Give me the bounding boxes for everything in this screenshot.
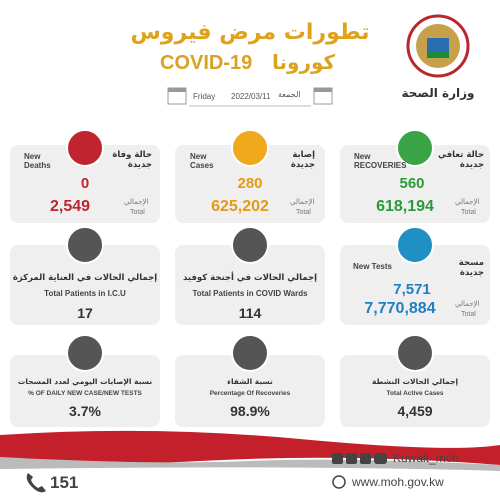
label-en: Total Active Cases <box>386 390 444 397</box>
emblem <box>406 14 470 78</box>
total-label-ar: الإجمالي <box>455 198 480 206</box>
total-label-ar: الإجمالي <box>290 198 315 206</box>
value: 3.7% <box>69 403 101 419</box>
icon-tests <box>396 226 434 264</box>
label-ar: إصابة جديدة <box>290 150 315 170</box>
subtitle-ar: كورونا <box>272 50 336 74</box>
total: 7,770,884 <box>364 300 436 317</box>
label-en: New RECOVERIES <box>354 152 407 170</box>
hotline: 151 <box>50 473 79 492</box>
value: 560 <box>399 175 425 192</box>
value: 98.9% <box>230 403 270 419</box>
label-ar: إجمالي الحالات النشطة <box>371 377 459 386</box>
subtitle-en: COVID-19 <box>160 52 253 74</box>
value: 114 <box>238 305 262 321</box>
icon-icu <box>66 226 104 264</box>
label-ar: مسحة جديدة <box>458 258 484 278</box>
footer-wave <box>0 430 500 493</box>
day-ar: الجمعة <box>278 90 301 99</box>
value: 17 <box>77 305 93 321</box>
day-en: Friday <box>193 92 216 101</box>
label-ar: حالة تعافي جديدة <box>438 150 484 170</box>
label-ar: نسبة الشفاء <box>227 377 273 386</box>
handle: Kuwait_moh <box>393 451 460 465</box>
value: 4,459 <box>397 403 433 419</box>
value: 7,571 <box>393 281 431 298</box>
total: 618,194 <box>376 198 434 215</box>
icon-percent <box>66 334 104 372</box>
date-bar <box>167 87 333 107</box>
label-en: New Deaths <box>24 152 51 170</box>
label-en: Total Patients in I.C.U <box>44 289 126 298</box>
icon-recoveries <box>396 129 434 167</box>
total-label-ar: الإجمالي <box>455 300 480 308</box>
label-en: Percentage Of Recoveries <box>209 390 291 397</box>
icon-deaths <box>66 129 104 167</box>
total-label-en: Total <box>130 209 145 216</box>
title: تطورات مرض فيروس <box>130 20 370 45</box>
ministry: وزارة الصحة <box>401 86 475 100</box>
total: 625,202 <box>211 198 269 215</box>
label-ar: نسبة الإصابات اليومي لعدد المسحات <box>17 377 153 386</box>
total-label-en: Total <box>461 311 476 318</box>
icon-wards <box>231 226 269 264</box>
website: www.moh.gov.kw <box>352 475 444 489</box>
label-en: % OF DAILY NEW CASE/NEW TESTS <box>28 390 142 397</box>
label-en: Total Patients in COVID Wards <box>192 289 308 298</box>
label-en: New Tests <box>353 262 392 271</box>
icon-cases <box>231 129 269 167</box>
label-ar: إجمالي الحالات في العناية المركزة <box>12 273 158 283</box>
date: 2022/03/11 <box>231 92 271 101</box>
label-ar: إجمالي الحالات في أجنحة كوفيد <box>182 273 318 283</box>
value: 280 <box>237 175 263 192</box>
icon-percent <box>231 334 269 372</box>
icon-case <box>396 334 434 372</box>
label-en: New Cases <box>190 152 214 170</box>
label-ar: حالة وفاة جديدة <box>112 150 152 170</box>
total-label-en: Total <box>296 209 311 216</box>
total-label-ar: الإجمالي <box>124 198 149 206</box>
total-label-en: Total <box>461 209 476 216</box>
total: 2,549 <box>49 198 91 215</box>
value: 0 <box>80 175 90 192</box>
